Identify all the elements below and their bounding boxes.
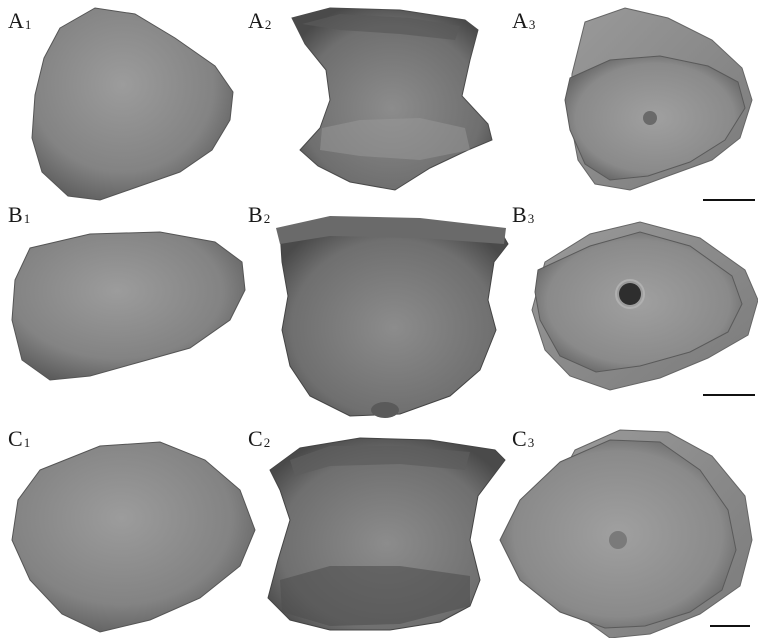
panel-letter: A (248, 8, 264, 33)
panel-letter: A (8, 8, 24, 33)
panel-label-a1: A1 (8, 10, 31, 32)
specimen-c1 (11, 441, 256, 633)
specimen-b1 (11, 231, 246, 381)
specimen-a2-band (320, 118, 470, 160)
scale-bar-c (710, 625, 750, 627)
panel-subscript: 2 (263, 435, 271, 450)
panel-subscript: 3 (527, 211, 535, 226)
panel-label-a3: A3 (512, 10, 535, 32)
scale-bar-b (703, 394, 755, 396)
panel-label-c1: C1 (8, 428, 30, 450)
panel-label-a2: A2 (248, 10, 271, 32)
specimen-a1 (31, 7, 234, 201)
panel-subscript: 1 (23, 435, 31, 450)
panel-subscript: 2 (264, 17, 272, 32)
specimen-a2 (291, 7, 493, 191)
scale-bar-a (703, 199, 755, 201)
panel-label-c2: C2 (248, 428, 270, 450)
panel-letter: C (8, 426, 23, 451)
specimen-c3-foramen (609, 531, 627, 549)
panel-label-c3: C3 (512, 428, 534, 450)
specimen-b3-foramen-rim (615, 279, 645, 309)
specimen-b2-collar (276, 216, 506, 244)
panel-letter: A (512, 8, 528, 33)
specimen-a2-ridge (302, 14, 460, 40)
panel-letter: C (512, 426, 527, 451)
panel-subscript: 3 (528, 17, 536, 32)
panel-letter: B (8, 202, 23, 227)
specimen-b3-inner (534, 231, 743, 373)
specimen-a3-foramen (643, 111, 657, 125)
panel-subscript: 2 (263, 211, 271, 226)
panel-letter: B (512, 202, 527, 227)
panel-letter: B (248, 202, 263, 227)
specimen-c2-crest (290, 446, 470, 476)
specimen-b2 (279, 219, 509, 417)
panel-label-b3: B3 (512, 204, 534, 226)
panel-subscript: 1 (23, 211, 31, 226)
specimen-c2-base (280, 566, 470, 626)
panel-label-b2: B2 (248, 204, 270, 226)
specimen-b3-foramen (619, 283, 641, 305)
panel-subscript: 1 (24, 17, 32, 32)
panel-letter: C (248, 426, 263, 451)
panel-subscript: 3 (527, 435, 535, 450)
specimen-b2-base-knob (371, 402, 399, 418)
panel-label-b1: B1 (8, 204, 30, 226)
